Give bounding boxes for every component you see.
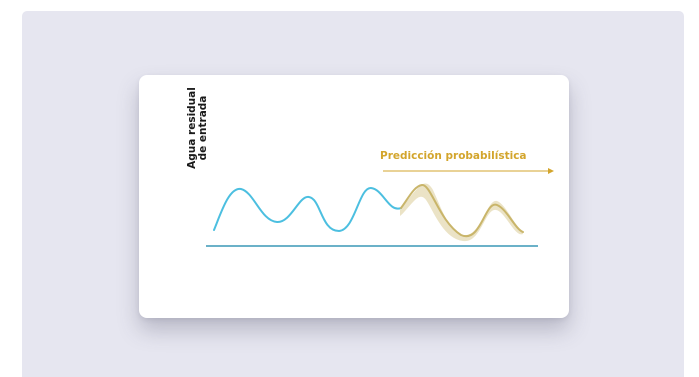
forecast-uncertainty-band [400,183,523,242]
forecast-arrow-head [548,168,554,174]
y-axis-label-line-2: de entrada [197,95,209,161]
forecast-label: Predicción probabilística [380,150,527,162]
diagram-card: Agua residual de entrada Predicción prob… [139,75,569,318]
forecast-wave [400,184,524,238]
diagram-graphic [206,168,554,247]
y-axis-label: Agua residual de entrada [186,63,209,193]
observed-wave [213,187,402,233]
